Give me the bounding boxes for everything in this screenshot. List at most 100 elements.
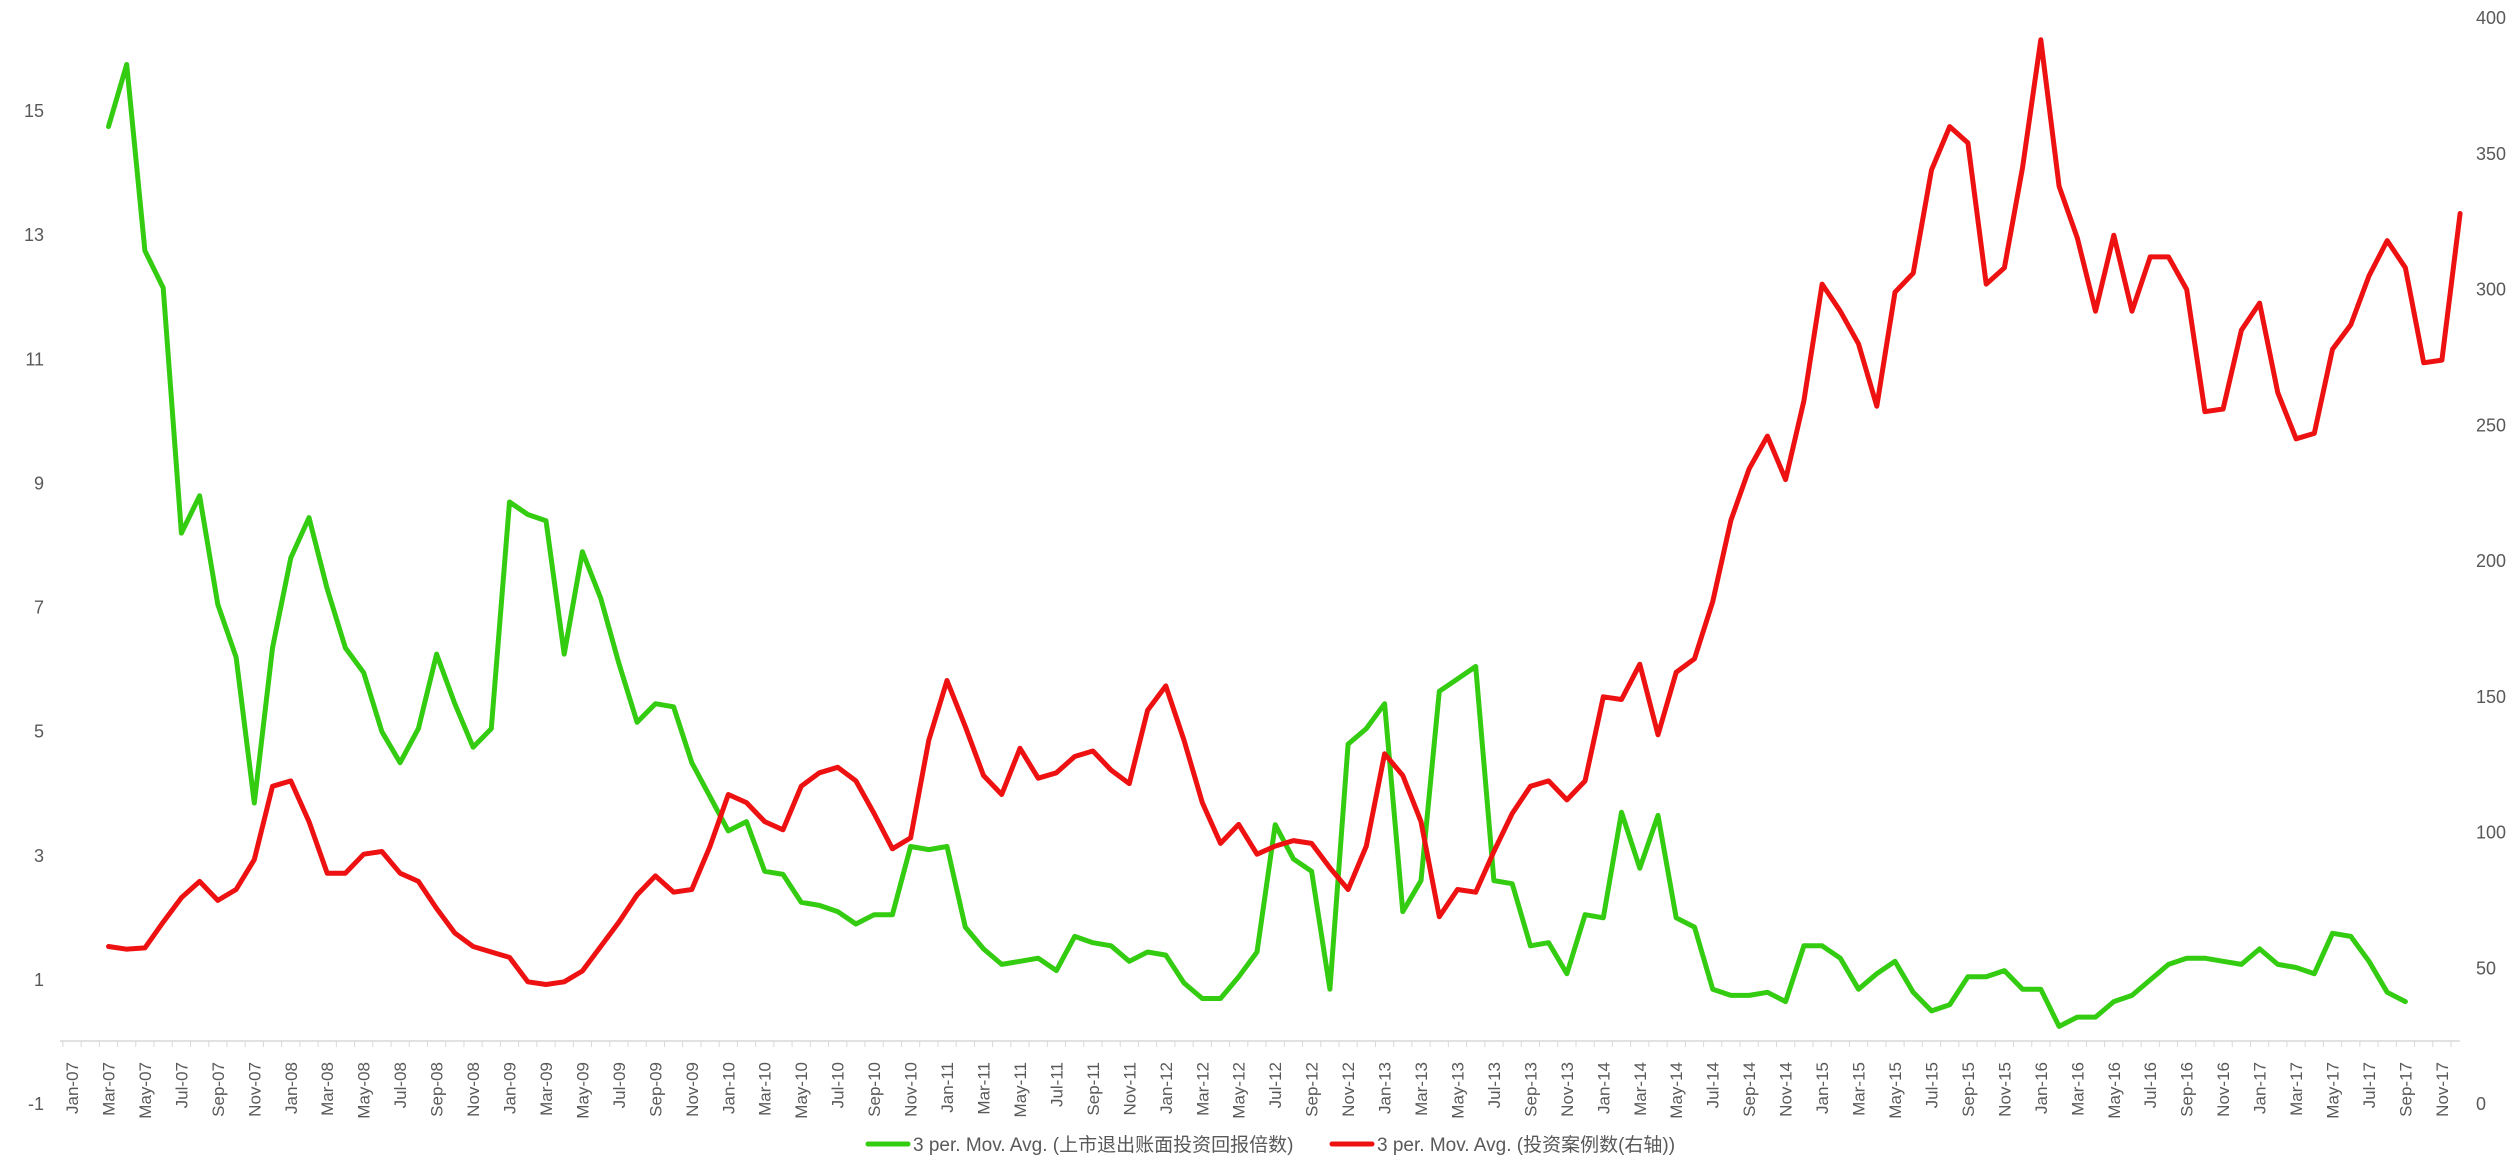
data-point [2038, 987, 2043, 992]
data-point [1728, 993, 1733, 998]
data-point [1419, 878, 1424, 883]
data-point [2002, 968, 2007, 973]
legend-label-1: 3 per. Mov. Avg. (上市退出账面投资回报倍数) [913, 1134, 1293, 1156]
data-point [2093, 309, 2098, 314]
data-point [434, 652, 439, 657]
data-point [1163, 953, 1168, 958]
x-tick-label: Jul-11 [1047, 1062, 1066, 1107]
data-point [999, 962, 1004, 967]
data-point [252, 801, 257, 806]
data-point [1929, 168, 1934, 173]
data-point [1255, 852, 1260, 857]
data-point [653, 873, 658, 878]
data-point [598, 944, 603, 949]
legend-label-2: 3 per. Mov. Avg. (投资案例数(右轴)) [1377, 1134, 1675, 1156]
data-point [671, 890, 676, 895]
data-point [179, 895, 184, 900]
data-point [1874, 404, 1879, 409]
data-point [2148, 977, 2153, 982]
data-point [2367, 959, 2372, 964]
data-point [507, 500, 512, 505]
data-point [1619, 810, 1624, 815]
x-tick-label: Mar-10 [756, 1062, 775, 1116]
series-points-1 [106, 62, 2408, 1029]
data-point [890, 846, 895, 851]
data-point [2330, 931, 2335, 936]
data-point [179, 531, 184, 536]
data-point [2166, 254, 2171, 259]
x-tick-label: May-08 [355, 1062, 374, 1119]
data-point [1309, 869, 1314, 874]
data-point [1273, 844, 1278, 849]
y-left-tick-label: 15 [24, 101, 44, 121]
data-point [1218, 841, 1223, 846]
data-point [1583, 912, 1588, 917]
x-tick-label: May-12 [1230, 1062, 1249, 1119]
data-point [908, 844, 913, 849]
x-tick-label: Mar-08 [318, 1062, 337, 1116]
data-point [416, 726, 421, 731]
data-point [1236, 822, 1241, 827]
data-point [379, 849, 384, 854]
y-left-tick-label: 1 [34, 970, 44, 990]
data-point [653, 701, 658, 706]
x-tick-label: Jan-10 [719, 1062, 738, 1114]
data-point [1127, 959, 1132, 964]
data-point [361, 852, 366, 857]
data-point [926, 738, 931, 743]
x-tick-label: Jul-07 [172, 1062, 191, 1108]
y-left-tick-label: 5 [34, 722, 44, 742]
data-point [671, 704, 676, 709]
data-point [2294, 436, 2299, 441]
y-right-tick-label: 150 [2476, 687, 2506, 707]
x-tick-label: Jul-13 [1485, 1062, 1504, 1108]
data-point [1801, 398, 1806, 403]
data-point [1327, 987, 1332, 992]
data-point [1601, 694, 1606, 699]
x-tick-label: May-17 [2324, 1062, 2343, 1119]
data-point [361, 670, 366, 675]
x-tick-label: Nov-08 [464, 1062, 483, 1117]
y-right-tick-label: 400 [2476, 8, 2506, 28]
data-point [489, 726, 494, 731]
data-point [1054, 968, 1059, 973]
data-point [1364, 844, 1369, 849]
data-point [945, 844, 950, 849]
x-tick-label: Jul-09 [610, 1062, 629, 1108]
x-tick-label: May-13 [1448, 1062, 1467, 1119]
data-point [398, 760, 403, 765]
data-point [161, 285, 166, 290]
data-point [1674, 670, 1679, 675]
y-left-tick-label: 11 [25, 349, 44, 369]
data-point [2002, 265, 2007, 270]
data-point [1801, 943, 1806, 948]
axes-layer: Jan-07 Mar-07 May-07 Jul-07 Sep-07 Nov-07 Jan-… [24, 8, 2506, 1119]
x-tick-label: Jul-14 [1704, 1062, 1723, 1108]
data-point [2166, 962, 2171, 967]
data-point [1747, 466, 1752, 471]
data-point [2148, 254, 2153, 259]
series-lines [106, 37, 2463, 1029]
data-point [1510, 811, 1515, 816]
data-point [1710, 599, 1715, 604]
data-point [142, 248, 147, 253]
data-point [2257, 301, 2262, 306]
data-point [1820, 943, 1825, 948]
x-tick-label: Mar-15 [1850, 1062, 1869, 1116]
data-point [507, 955, 512, 960]
data-point [1200, 996, 1205, 1001]
data-point [799, 900, 804, 905]
data-point [2020, 987, 2025, 992]
data-point [379, 729, 384, 734]
data-point [2202, 409, 2207, 414]
x-tick-label: Nov-09 [683, 1062, 702, 1117]
x-tick-label: May-11 [1011, 1062, 1030, 1117]
data-point [471, 745, 476, 750]
y-left-tick-label: 3 [34, 846, 44, 866]
data-point [1400, 773, 1405, 778]
y-left-tick-label: 9 [34, 473, 44, 493]
data-point [343, 645, 348, 650]
x-tick-label: Mar-17 [2287, 1062, 2306, 1116]
data-point [106, 944, 111, 949]
